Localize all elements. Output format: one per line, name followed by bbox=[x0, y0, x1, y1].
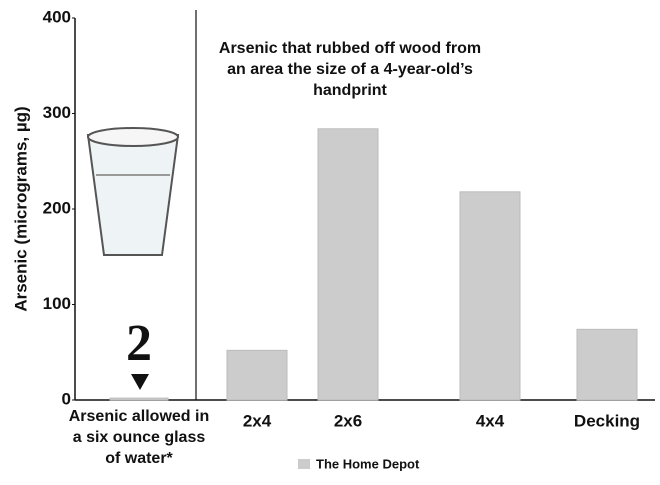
bar bbox=[460, 192, 520, 400]
chart: Arsenic (micrograms, µg) 0100200300400Ar… bbox=[0, 0, 660, 480]
bar bbox=[318, 129, 378, 400]
x-tick-label: 2x6 bbox=[334, 411, 362, 430]
legend-label: The Home Depot bbox=[316, 456, 420, 471]
x-tick-label: 4x4 bbox=[476, 411, 505, 430]
x-tick-label: Arsenic allowed in a six ounce glass of … bbox=[64, 406, 214, 469]
glass-illustration bbox=[88, 128, 178, 255]
y-tick-label: 400 bbox=[43, 7, 71, 26]
bar bbox=[110, 398, 168, 400]
y-tick-label: 300 bbox=[43, 103, 71, 122]
y-axis-label: Arsenic (micrograms, µg) bbox=[11, 106, 30, 311]
y-tick-label: 100 bbox=[43, 294, 71, 313]
annotation-box: Arsenic that rubbed off wood from an are… bbox=[210, 38, 490, 108]
legend-swatch bbox=[298, 459, 310, 469]
bar bbox=[227, 350, 287, 400]
annotation: Arsenic that rubbed off wood from an are… bbox=[210, 38, 490, 101]
arrow bbox=[131, 374, 149, 390]
x-tick-label: 2x4 bbox=[243, 411, 272, 430]
x-tick-label: Decking bbox=[574, 411, 640, 430]
y-tick-label: 200 bbox=[43, 198, 71, 217]
data-label: 2 bbox=[126, 315, 152, 372]
x-tick-label-box: Arsenic allowed in a six ounce glass of … bbox=[64, 406, 214, 480]
bar bbox=[577, 329, 637, 400]
